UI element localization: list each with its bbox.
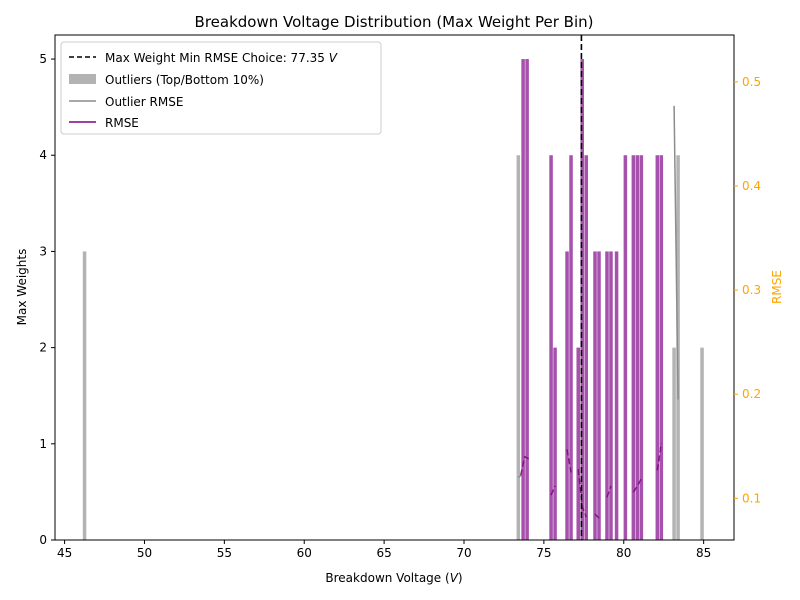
lines-layer — [517, 35, 679, 540]
y-left-tick-label-3: 3 — [39, 244, 47, 258]
legend-box — [60, 41, 382, 135]
rmse-bin-bar-16 — [635, 155, 640, 540]
outlier-bar-2 — [672, 347, 676, 540]
y-left-tick-label-1: 1 — [39, 437, 47, 451]
y-right-tick-label-1: 0.2 — [742, 387, 761, 401]
y-right-tick-label-0: 0.1 — [742, 491, 761, 505]
rmse-bin-bar-9 — [593, 251, 597, 540]
x-axis: 45 50 55 60 65 70 75 80 85 — [57, 540, 711, 560]
outlier-bar-1 — [516, 155, 521, 540]
x-tick-label-2: 55 — [217, 546, 232, 560]
y-axis-right-label: RMSE — [770, 270, 784, 304]
outlier-bar-0 — [82, 251, 87, 540]
rmse-bin-bar-6 — [576, 347, 580, 540]
rmse-bin-bar-11 — [605, 251, 609, 540]
rmse-bin-bar-19 — [659, 155, 664, 540]
x-tick-label-6: 75 — [536, 546, 551, 560]
plot-frame — [54, 34, 735, 541]
chart-title: Breakdown Voltage Distribution (Max Weig… — [195, 13, 594, 31]
outlier-rmse-line-segment-1 — [673, 105, 679, 400]
y-right-tick-label-4: 0.5 — [742, 75, 761, 89]
rmse-line-segment-2 — [566, 449, 572, 473]
rmse-bin-bar-10 — [597, 251, 601, 540]
y-axis-left-label: Max Weights — [15, 249, 29, 326]
outlier-rmse-line-segment-0 — [517, 474, 522, 479]
y-right-tick-label-2: 0.3 — [742, 283, 761, 297]
legend-label-outliers: Outliers (Top/Bottom 10%) — [105, 73, 264, 87]
rmse-bin-bar-4 — [565, 251, 569, 540]
rmse-bin-bar-17 — [639, 155, 644, 540]
rmse-bin-bar-3 — [553, 347, 557, 540]
x-tick-label-0: 45 — [57, 546, 72, 560]
legend: Max Weight Min RMSE Choice: 77.35 V Outl… — [60, 41, 382, 135]
rmse-bin-bar-2 — [549, 155, 553, 540]
y-left-tick-label-5: 5 — [39, 52, 47, 66]
legend-outliers-swatch — [69, 74, 96, 84]
rmse-line-segment-7 — [656, 443, 663, 471]
rmse-bin-bar-1 — [525, 59, 529, 541]
rmse-line-segment-1 — [550, 485, 556, 496]
y-right-tick-label-3: 0.4 — [742, 179, 761, 193]
legend-label-rmse: RMSE — [105, 116, 139, 130]
outlier-bar-4 — [700, 347, 704, 540]
rmse-line-segment-0 — [519, 455, 530, 476]
rmse-bin-bar-12 — [609, 251, 613, 540]
x-tick-label-8: 85 — [696, 546, 711, 560]
y-axis-right: 0.1 0.2 0.3 0.4 0.5 — [734, 75, 761, 505]
rmse-bin-bar-14 — [623, 155, 628, 540]
y-left-tick-label-4: 4 — [39, 148, 47, 162]
legend-label-choice: Max Weight Min RMSE Choice: 77.35 V — [105, 51, 338, 65]
rmse-line-segment-6 — [632, 478, 642, 493]
rmse-bin-bar-0 — [521, 59, 525, 541]
x-tick-label-7: 80 — [616, 546, 631, 560]
rmse-bin-bar-5 — [569, 155, 573, 540]
rmse-bin-bar-15 — [631, 155, 636, 540]
legend-label-outlier-rmse: Outlier RMSE — [105, 95, 183, 109]
x-axis-label: Breakdown Voltage (V) — [325, 571, 462, 585]
rmse-bin-bar-18 — [655, 155, 660, 540]
rmse-line-segment-5 — [606, 485, 612, 498]
y-left-tick-label-2: 2 — [39, 341, 47, 355]
x-tick-label-3: 60 — [297, 546, 312, 560]
rmse-line-segment-4 — [594, 513, 600, 519]
rmse-bin-bar-13 — [614, 251, 619, 540]
x-tick-label-5: 70 — [456, 546, 471, 560]
x-tick-label-1: 50 — [137, 546, 152, 560]
rmse-bin-bar-8 — [584, 155, 588, 540]
y-left-tick-label-0: 0 — [39, 533, 47, 547]
x-tick-label-4: 65 — [376, 546, 391, 560]
y-axis-left: 0 1 2 3 4 5 — [39, 52, 55, 547]
